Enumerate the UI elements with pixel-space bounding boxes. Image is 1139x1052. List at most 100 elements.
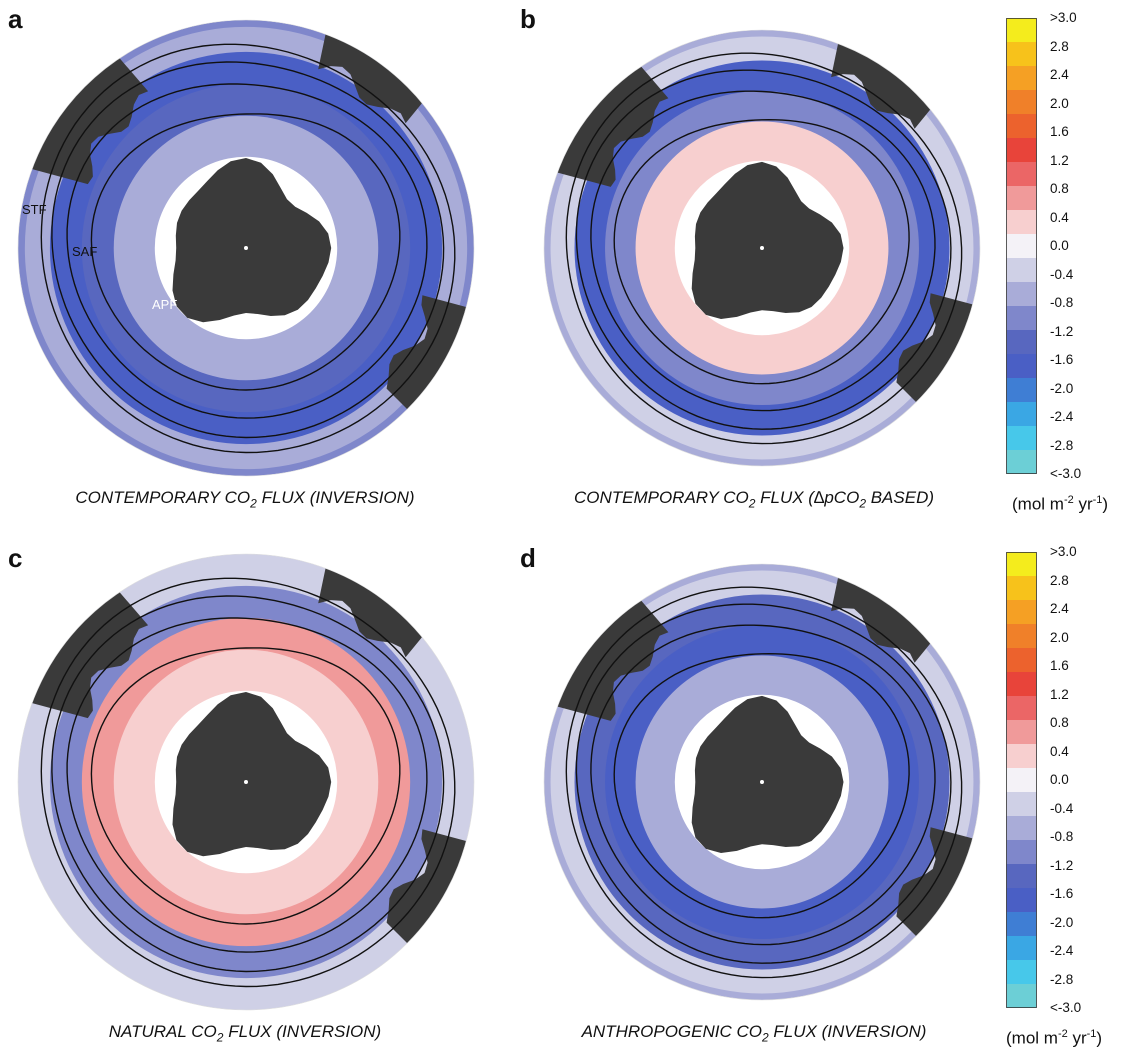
colorbar-swatch: [1006, 330, 1037, 355]
colorbar-swatch: [1006, 960, 1037, 985]
africa-landmass: [318, 557, 430, 658]
colorbar-tick-label: 1.2: [1050, 152, 1069, 168]
colorbar-swatch: [1006, 792, 1037, 817]
front-line-apf: [90, 113, 401, 391]
front-line-stf-south: [51, 61, 445, 439]
front-line-saf: [590, 90, 936, 412]
front-line-apf: [613, 118, 910, 385]
panel-letter-b: b: [520, 4, 536, 34]
front-label-apf: APF: [152, 297, 178, 312]
colorbar-tick-label: -2.4: [1050, 409, 1074, 424]
colorbar-swatch: [1006, 186, 1037, 211]
colorbar-tick-label: <-3.0: [1050, 466, 1082, 481]
colorbar-tick-label: -0.4: [1050, 800, 1074, 816]
south-america-landmass: [21, 49, 149, 185]
colorbar-tick-label: -0.8: [1050, 295, 1074, 310]
colorbar-swatch: [1006, 42, 1037, 67]
colorbar-tick-label: 0.8: [1050, 181, 1069, 196]
front-line-stf-south: [575, 603, 952, 964]
colorbar-tick-label: 0.8: [1050, 715, 1069, 730]
colorbar-tick-label: -2.0: [1050, 914, 1074, 930]
colorbar-tick-label: 1.2: [1050, 686, 1069, 702]
colorbar-tick-label: -1.6: [1050, 886, 1074, 901]
panel-letter-d: d: [520, 543, 536, 573]
colorbar-tick-label: -1.2: [1050, 857, 1074, 873]
caption-d: ANTHROPOGENIC CO2 FLUX (INVERSION): [581, 1022, 927, 1045]
map-outline: [543, 29, 981, 467]
colorbar-tick-label: -0.4: [1050, 266, 1074, 282]
polar-map-b: [543, 29, 981, 467]
colorbar-swatch: [1006, 114, 1037, 139]
colorbar-swatch: [1006, 450, 1037, 474]
australia-landmass: [896, 293, 980, 410]
south-pole-marker: [760, 246, 764, 250]
colorbar-unit-bottom: (mol m-2 yr-1): [1006, 1028, 1103, 1048]
south-pole-marker: [760, 780, 764, 784]
colorbar-tick-label: 0.0: [1050, 772, 1069, 787]
map-outline: [543, 563, 981, 1001]
colorbar-swatch: [1006, 306, 1037, 331]
colorbar-tick-label: 1.6: [1050, 658, 1069, 673]
colorbar-swatch: [1006, 258, 1037, 283]
colorbar-swatch: [1006, 402, 1037, 427]
front-line-stf: [40, 43, 456, 454]
map-outline: [17, 553, 475, 1011]
colorbar-tick-label: -1.6: [1050, 352, 1074, 367]
south-pole-marker: [244, 780, 248, 784]
colorbar-swatch: [1006, 66, 1037, 91]
colorbar-tick-label: -2.4: [1050, 943, 1074, 958]
front-line-stf: [565, 586, 963, 979]
colorbar-tick-label: 0.4: [1050, 743, 1069, 759]
colorbar-tick-label: -1.2: [1050, 323, 1074, 339]
front-line-saf: [590, 624, 936, 946]
colorbar-tick-label: 1.6: [1050, 124, 1069, 139]
front-line-stf: [40, 577, 456, 988]
colorbar-tick-label: >3.0: [1050, 10, 1077, 25]
colorbar-swatch: [1006, 888, 1037, 913]
colorbar-swatch: [1006, 138, 1037, 163]
south-america-landmass: [546, 58, 669, 187]
colorbar-swatch: [1006, 600, 1037, 625]
colorbar-bottom: [1006, 552, 1037, 1008]
colorbar-swatch: [1006, 744, 1037, 769]
front-line-apf: [613, 652, 910, 919]
polar-map-d: [543, 563, 981, 1001]
colorbar-tick-label: 2.0: [1050, 95, 1069, 111]
polar-map-c: [17, 553, 475, 1011]
colorbar-swatch: [1006, 936, 1037, 961]
colorbar-swatch: [1006, 672, 1037, 697]
colorbar-swatch: [1006, 576, 1037, 601]
colorbar-swatch: [1006, 282, 1037, 307]
australia-landmass: [896, 827, 980, 944]
colorbar-unit-top: (mol m-2 yr-1): [1012, 494, 1109, 514]
colorbar-swatch: [1006, 552, 1037, 577]
polar-map-a: [17, 19, 475, 477]
colorbar-swatch: [1006, 912, 1037, 937]
front-line-stf-south: [51, 595, 445, 973]
colorbar-swatch: [1006, 426, 1037, 451]
caption-a: CONTEMPORARY CO2 FLUX (INVERSION): [75, 488, 415, 511]
colorbar-swatch: [1006, 768, 1037, 793]
colorbar-swatch: [1006, 984, 1037, 1008]
colorbar-tick-label: 2.8: [1050, 38, 1069, 54]
south-america-landmass: [546, 592, 669, 721]
colorbar-swatch: [1006, 378, 1037, 403]
colorbar-tick-label: >3.0: [1050, 544, 1077, 559]
front-line-stf-south: [575, 69, 952, 430]
australia-landmass: [386, 829, 474, 952]
colorbar-swatch: [1006, 720, 1037, 745]
colorbar-top: [1006, 18, 1037, 474]
colorbar-swatch: [1006, 864, 1037, 889]
antarctica-landmass: [172, 692, 332, 857]
south-pole-marker: [244, 246, 248, 250]
africa-landmass: [318, 23, 430, 124]
colorbar-tick-label: 2.0: [1050, 629, 1069, 645]
colorbar-tick-label: 2.4: [1050, 67, 1069, 82]
colorbar-swatch: [1006, 696, 1037, 721]
colorbar-tick-label: 0.4: [1050, 209, 1069, 225]
colorbar-swatch: [1006, 648, 1037, 673]
south-america-landmass: [21, 583, 149, 719]
colorbar-tick-label: 2.8: [1050, 572, 1069, 588]
colorbar-swatch: [1006, 816, 1037, 841]
colorbar-tick-label: 2.4: [1050, 601, 1069, 616]
